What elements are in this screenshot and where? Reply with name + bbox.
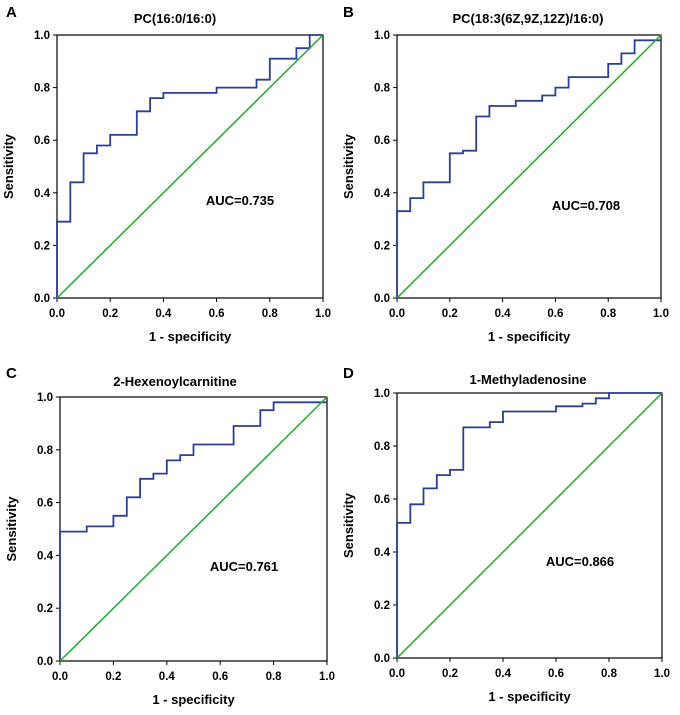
auc-label: AUC=0.761 (210, 559, 278, 574)
x-tick-label: 1.0 (654, 668, 670, 680)
y-tick-label: 0.6 (374, 135, 390, 147)
x-tick-label: 0.0 (49, 308, 65, 320)
reference-line (396, 392, 663, 659)
roc-curve (59, 401, 327, 661)
x-tick-label: 0.0 (389, 308, 405, 320)
x-tick-label: 1.0 (653, 308, 669, 320)
y-tick-label: 0.6 (34, 135, 50, 147)
y-axis-label: Sensitivity (341, 492, 356, 558)
y-tick-label: 0.6 (37, 498, 53, 510)
x-tick-label: 0.2 (442, 668, 458, 680)
x-axis-label: 1 - specificity (149, 329, 232, 344)
y-tick-label: 1.0 (374, 388, 390, 400)
y-tick-label: 0.2 (374, 600, 390, 612)
x-tick-label: 0.4 (495, 308, 512, 320)
x-tick-label: 0.8 (600, 308, 617, 320)
y-tick-label: 0.8 (37, 445, 54, 457)
plot-frame (56, 34, 324, 299)
reference-line (59, 396, 328, 662)
panel-d: D 1-Methyladenosine 0.0 0.2 0.4 0.6 0.8 1.0 0.0 0… (341, 365, 670, 704)
chart-title: PC(18:3(6Z,9Z,12Z)/16:0) (453, 11, 604, 26)
panel-letter: B (343, 4, 354, 21)
y-tick-label: 0.0 (374, 653, 390, 665)
panel-b: B PC(18:3(6Z,9Z,12Z)/16:0) 0.0 0.2 0.4 0.6 0.8… (341, 4, 669, 344)
chart-title: PC(16:0/16:0) (134, 11, 216, 26)
y-axis-label: Sensitivity (1, 133, 16, 199)
x-tick-label: 0.8 (601, 668, 618, 680)
x-tick-label: 0.2 (105, 671, 121, 683)
x-tick-label: 0.8 (266, 671, 283, 683)
y-tick-label: 0.0 (374, 293, 390, 305)
y-tick-label: 0.8 (374, 83, 391, 95)
y-axis-label: Sensitivity (4, 496, 19, 562)
auc-label: AUC=0.866 (546, 554, 614, 569)
y-tick-label: 0.4 (374, 188, 391, 200)
panel-letter: D (343, 365, 354, 382)
y-tick-label: 0.2 (34, 240, 50, 252)
y-tick-label: 0.2 (37, 603, 53, 615)
x-tick-label: 0.4 (155, 308, 172, 320)
y-tick-label: 0.2 (374, 240, 390, 252)
x-axis-label: 1 - specificity (488, 689, 571, 704)
chart-title: 1-Methyladenosine (469, 372, 586, 387)
x-tick-label: 0.6 (212, 671, 228, 683)
x-tick-label: 1.0 (315, 308, 331, 320)
y-tick-label: 1.0 (374, 30, 390, 42)
reference-line (396, 34, 662, 299)
x-tick-label: 0.2 (442, 308, 458, 320)
auc-label: AUC=0.708 (552, 198, 620, 213)
panel-a: A PC(16:0/16:0) 0.0 0.2 0.4 0.6 0.8 1.0 0.0 0.2 0.… (1, 4, 331, 344)
x-tick-label: 1.0 (319, 671, 335, 683)
panel-c: C 2-Hexenoylcarnitine 0.0 0.2 0.4 0.6 0.8 1.0 0.… (4, 365, 335, 707)
x-tick-label: 0.0 (52, 671, 68, 683)
y-tick-label: 0.8 (34, 83, 51, 95)
x-tick-label: 0.6 (548, 668, 564, 680)
y-tick-label: 0.8 (374, 441, 391, 453)
x-axis-label: 1 - specificity (152, 692, 235, 707)
x-tick-label: 0.4 (495, 668, 512, 680)
x-tick-label: 0.8 (262, 308, 279, 320)
x-tick-label: 0.0 (389, 668, 405, 680)
x-tick-label: 0.6 (209, 308, 225, 320)
y-tick-label: 1.0 (34, 30, 50, 42)
y-tick-label: 0.4 (374, 547, 391, 559)
y-tick-label: 1.0 (37, 392, 53, 404)
y-tick-label: 0.4 (34, 188, 51, 200)
roc-curve (56, 34, 323, 298)
y-tick-label: 0.6 (374, 494, 390, 506)
roc-curve (396, 39, 661, 298)
panel-letter: A (6, 4, 17, 21)
y-axis-label: Sensitivity (341, 133, 356, 199)
y-tick-label: 0.4 (37, 550, 54, 562)
reference-line (56, 34, 324, 299)
plot-frame (59, 396, 328, 662)
y-tick-label: 0.0 (34, 293, 50, 305)
chart-title: 2-Hexenoylcarnitine (113, 374, 237, 389)
plot-frame (396, 34, 662, 299)
roc-curve (396, 392, 662, 658)
x-axis-label: 1 - specificity (488, 329, 571, 344)
x-tick-label: 0.6 (547, 308, 563, 320)
panel-letter: C (6, 365, 17, 382)
auc-label: AUC=0.735 (206, 193, 274, 208)
x-tick-label: 0.4 (159, 671, 176, 683)
x-tick-label: 0.2 (102, 308, 118, 320)
y-tick-label: 0.0 (37, 656, 53, 668)
